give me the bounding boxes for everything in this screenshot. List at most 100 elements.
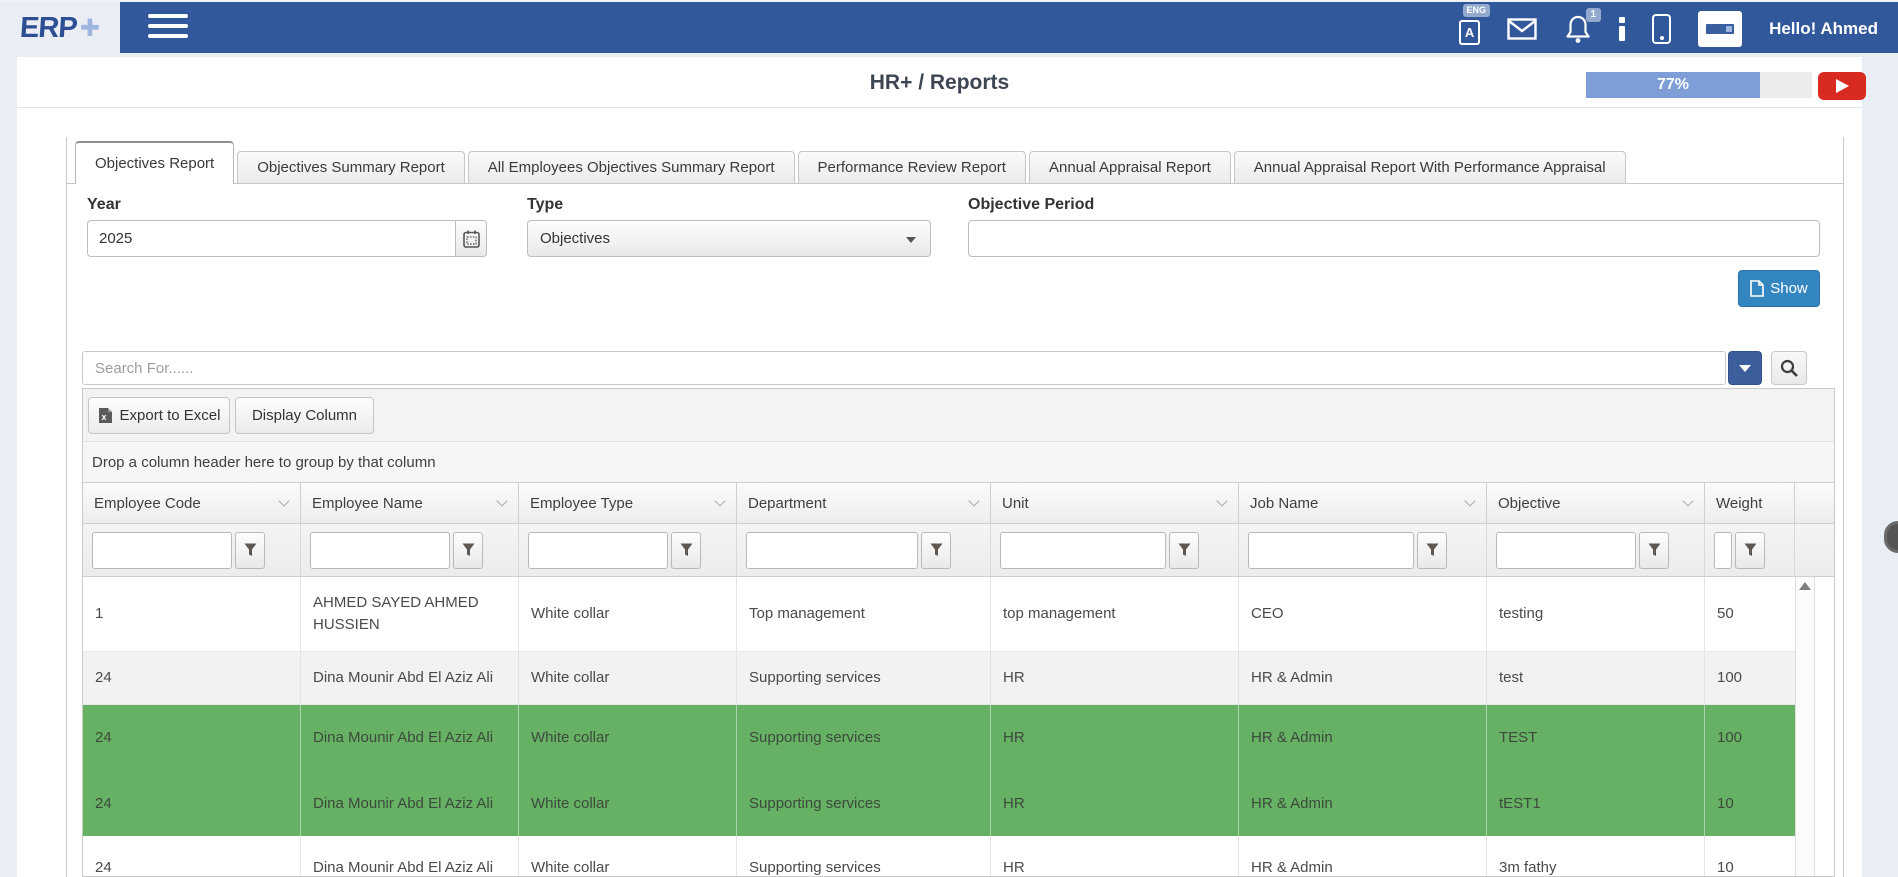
display-column-button[interactable]: Display Column bbox=[235, 397, 374, 434]
menu-icon[interactable] bbox=[148, 14, 188, 44]
group-by-dropzone[interactable]: Drop a column header here to group by th… bbox=[83, 442, 1834, 483]
chevron-down-icon bbox=[1464, 495, 1475, 506]
objective-period-input[interactable] bbox=[968, 220, 1820, 257]
year-field-group bbox=[87, 220, 487, 257]
type-selected-value: Objectives bbox=[540, 230, 610, 247]
filter-input-objective[interactable] bbox=[1496, 532, 1636, 569]
tab-objectives-report[interactable]: Objectives Report bbox=[75, 141, 234, 184]
scroll-up-icon[interactable] bbox=[1799, 582, 1811, 590]
cell-employee-name: Dina Mounir Abd El Aziz Ali bbox=[301, 652, 519, 704]
tab-objectives-summary-report[interactable]: Objectives Summary Report bbox=[237, 151, 465, 184]
cell-department: Supporting services bbox=[737, 836, 991, 877]
filter-button[interactable] bbox=[453, 532, 483, 569]
search-button[interactable] bbox=[1771, 351, 1807, 385]
filter-button[interactable] bbox=[1169, 532, 1199, 569]
table-row[interactable]: 1 AHMED SAYED AHMED HUSSIEN White collar… bbox=[83, 577, 1795, 652]
filter-button[interactable] bbox=[1417, 532, 1447, 569]
type-label: Type bbox=[527, 196, 563, 214]
tab-performance-review-report[interactable]: Performance Review Report bbox=[798, 151, 1026, 184]
funnel-icon bbox=[1648, 543, 1661, 557]
filter-input-weight[interactable] bbox=[1714, 532, 1732, 569]
filter-input-employee-name[interactable] bbox=[310, 532, 450, 569]
page-title: HR+ / Reports bbox=[870, 71, 1009, 95]
filter-input-employee-code[interactable] bbox=[92, 532, 232, 569]
show-button-label: Show bbox=[1770, 280, 1808, 297]
grid-toolbar: x Export to Excel Display Column bbox=[83, 389, 1834, 442]
column-header-employee-type[interactable]: Employee Type bbox=[519, 483, 737, 523]
filter-input-unit[interactable] bbox=[1000, 532, 1166, 569]
translate-icon: A bbox=[1459, 20, 1480, 45]
cell-employee-code: 1 bbox=[83, 577, 301, 651]
filter-button[interactable] bbox=[921, 532, 951, 569]
notifications-button[interactable]: 1 bbox=[1564, 14, 1592, 44]
grid-filter-row bbox=[83, 524, 1834, 577]
cell-employee-type: White collar bbox=[519, 577, 737, 651]
group-by-hint: Drop a column header here to group by th… bbox=[92, 454, 436, 471]
logo-plus-icon: ✚ bbox=[80, 17, 100, 41]
cell-weight: 100 bbox=[1705, 705, 1795, 771]
tab-all-employees-objectives-summary-report[interactable]: All Employees Objectives Summary Report bbox=[468, 151, 795, 184]
cell-employee-name: Dina Mounir Abd El Aziz Ali bbox=[301, 705, 519, 771]
table-row[interactable]: 24 Dina Mounir Abd El Aziz Ali White col… bbox=[83, 836, 1795, 877]
search-icon bbox=[1779, 358, 1799, 378]
calendar-icon bbox=[463, 230, 480, 248]
column-header-objective[interactable]: Objective bbox=[1487, 483, 1705, 523]
user-greeting: Hello! Ahmed bbox=[1769, 19, 1878, 39]
filter-input-employee-type[interactable] bbox=[528, 532, 668, 569]
cell-objective: testing bbox=[1487, 577, 1705, 651]
calendar-button[interactable] bbox=[455, 220, 487, 257]
tab-annual-appraisal-with-performance[interactable]: Annual Appraisal Report With Performance… bbox=[1234, 151, 1626, 184]
cell-weight: 100 bbox=[1705, 652, 1795, 704]
cell-weight: 10 bbox=[1705, 836, 1795, 877]
messages-button[interactable] bbox=[1507, 18, 1537, 40]
type-select[interactable]: Objectives bbox=[527, 220, 931, 257]
floating-edge-button[interactable] bbox=[1884, 521, 1898, 553]
tab-annual-appraisal-report[interactable]: Annual Appraisal Report bbox=[1029, 151, 1231, 184]
objective-period-label: Objective Period bbox=[968, 196, 1094, 214]
column-header-department[interactable]: Department bbox=[737, 483, 991, 523]
info-icon bbox=[1619, 17, 1625, 23]
funnel-icon bbox=[1744, 543, 1757, 557]
cell-unit: HR bbox=[991, 836, 1239, 877]
search-dropdown-button[interactable] bbox=[1728, 351, 1762, 385]
cell-employee-code: 24 bbox=[83, 836, 301, 877]
table-scrollbar[interactable] bbox=[1795, 577, 1815, 877]
export-excel-button[interactable]: x Export to Excel bbox=[88, 397, 230, 434]
search-input[interactable] bbox=[82, 351, 1726, 385]
cell-objective: test bbox=[1487, 652, 1705, 704]
info-button[interactable] bbox=[1619, 17, 1625, 41]
filter-button[interactable] bbox=[235, 532, 265, 569]
table-row[interactable]: 24 Dina Mounir Abd El Aziz Ali White col… bbox=[83, 652, 1795, 705]
cell-department: Supporting services bbox=[737, 771, 991, 836]
column-header-unit[interactable]: Unit bbox=[991, 483, 1239, 523]
user-avatar[interactable] bbox=[1698, 11, 1742, 47]
show-button[interactable]: Show bbox=[1738, 270, 1820, 307]
app-logo[interactable]: ERP ✚ bbox=[0, 2, 120, 55]
column-header-employee-code[interactable]: Employee Code bbox=[83, 483, 301, 523]
avatar-logo bbox=[1706, 24, 1734, 34]
chevron-down-icon bbox=[968, 495, 979, 506]
column-header-weight[interactable]: Weight bbox=[1705, 483, 1795, 523]
filter-button[interactable] bbox=[1735, 532, 1765, 569]
table-row-selected[interactable]: 24 Dina Mounir Abd El Aziz Ali White col… bbox=[83, 771, 1795, 836]
video-help-button[interactable] bbox=[1818, 72, 1866, 100]
progress-fill: 77% bbox=[1586, 72, 1760, 98]
funnel-icon bbox=[680, 543, 693, 557]
funnel-icon bbox=[930, 543, 943, 557]
column-header-employee-name[interactable]: Employee Name bbox=[301, 483, 519, 523]
cell-employee-type: White collar bbox=[519, 771, 737, 836]
cell-employee-code: 24 bbox=[83, 652, 301, 704]
play-icon bbox=[1836, 79, 1849, 93]
column-header-job-name[interactable]: Job Name bbox=[1239, 483, 1487, 523]
filter-button[interactable] bbox=[1639, 532, 1669, 569]
mobile-app-button[interactable] bbox=[1652, 14, 1671, 44]
filter-input-department[interactable] bbox=[746, 532, 918, 569]
cell-job-name: HR & Admin bbox=[1239, 652, 1487, 704]
table-row-selected[interactable]: 24 Dina Mounir Abd El Aziz Ali White col… bbox=[83, 705, 1795, 771]
year-input[interactable] bbox=[87, 220, 455, 257]
filter-button[interactable] bbox=[671, 532, 701, 569]
chevron-down-icon bbox=[1739, 365, 1751, 372]
year-label: Year bbox=[87, 196, 121, 214]
filter-input-job-name[interactable] bbox=[1248, 532, 1414, 569]
language-button[interactable]: ENG A bbox=[1459, 12, 1480, 45]
